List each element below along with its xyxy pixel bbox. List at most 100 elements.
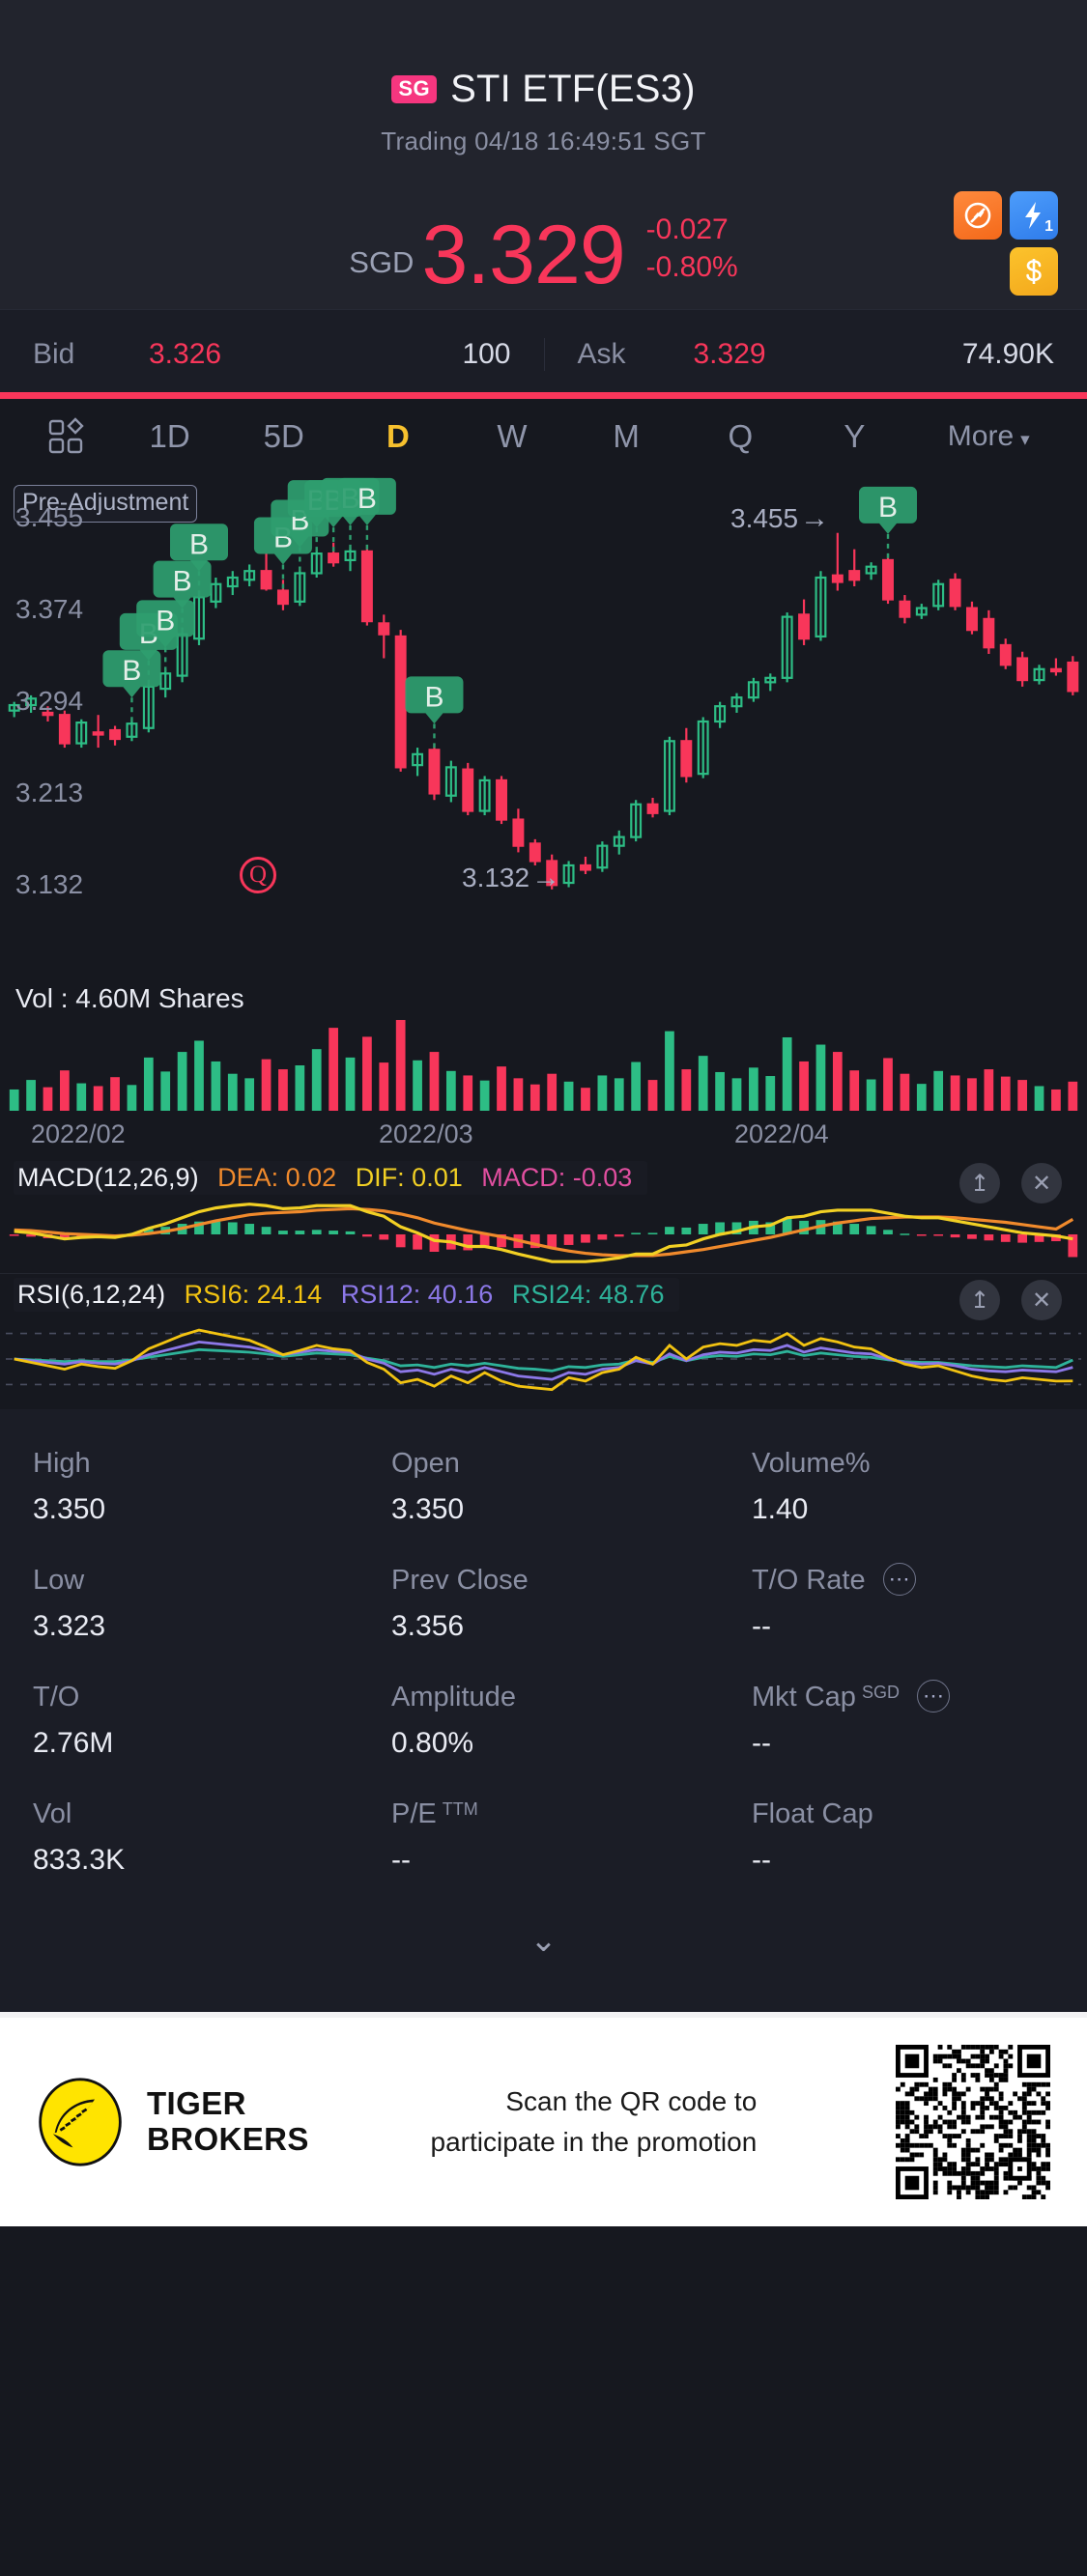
bid-cell[interactable]: Bid 3.326 100: [0, 338, 544, 371]
x-axis-labels: 2022/02 2022/03 2022/04: [0, 1111, 1087, 1157]
adjustment-badge[interactable]: Pre-Adjustment: [14, 485, 198, 523]
rsi-legend: RSI(6,12,24) RSI6: 24.14 RSI12: 40.16 RS…: [14, 1278, 680, 1312]
stats-grid: High 3.350 Open 3.350 Volume% 1.40 Low 3…: [0, 1409, 1087, 2012]
trading-status: Trading 04/18 16:49:51 SGT: [381, 127, 706, 156]
rsi-panel[interactable]: RSI(6,12,24) RSI6: 24.14 RSI12: 40.16 RS…: [0, 1274, 1087, 1409]
tab-1d[interactable]: 1D: [149, 418, 190, 454]
stat-label: Vol: [33, 1798, 72, 1829]
tab-d[interactable]: D: [386, 418, 410, 454]
quote-header: SG STI ETF(ES3) Trading 04/18 16:49:51 S…: [0, 46, 1087, 309]
ask-label: Ask: [577, 337, 626, 370]
change-absolute: -0.027: [645, 213, 729, 246]
stat-value: --: [751, 1844, 771, 1876]
stat-value: 833.3K: [33, 1844, 126, 1876]
stat-label: Open: [390, 1448, 460, 1479]
low-annotation-value: 3.132: [462, 863, 530, 892]
stats-row: Low 3.323 Prev Close 3.356 T/O Rate ⋯ --: [0, 1563, 1087, 1643]
bid-label: Bid: [33, 337, 75, 370]
rsi24-value: RSI24: 48.76: [511, 1280, 665, 1309]
stat-label: Prev Close: [390, 1565, 529, 1596]
tab-q[interactable]: Q: [728, 418, 754, 454]
macd-expand-button[interactable]: ↥: [959, 1163, 1000, 1203]
panel-divider: [0, 1273, 1087, 1274]
volume-chart[interactable]: [0, 1014, 1087, 1111]
macd-panel[interactable]: MACD(12,26,9) DEA: 0.02 DIF: 0.01 MACD: …: [0, 1157, 1087, 1273]
period-tab-bar[interactable]: 1D 5D D W M Q Y More ▾: [0, 398, 1087, 475]
stat-label: Mkt Cap SGD ⋯: [751, 1680, 1087, 1713]
macd-dif-value: DIF: 0.01: [355, 1163, 463, 1192]
arrow-right-icon: →: [800, 502, 830, 534]
rsi-canvas[interactable]: [0, 1274, 1087, 1409]
svg-text:B: B: [358, 483, 377, 515]
volume-label: Vol : 4.60M Shares: [15, 983, 244, 1013]
bid-size: 100: [462, 337, 511, 370]
stat-pe: P/E TTM --: [362, 1798, 725, 1877]
candlestick-canvas[interactable]: BBBBBBBBBBBBB: [0, 475, 1087, 977]
tab-m[interactable]: M: [613, 418, 640, 454]
bid-ask-bar[interactable]: Bid 3.326 100 Ask 3.329 74.90K: [0, 309, 1087, 399]
info-icon[interactable]: ⋯: [882, 1563, 916, 1596]
low-price-annotation: 3.132 →: [462, 862, 560, 894]
info-icon[interactable]: ⋯: [916, 1680, 950, 1713]
stats-row: T/O 2.76M Amplitude 0.80% Mkt Cap SGD ⋯ …: [0, 1680, 1087, 1760]
svg-text:B: B: [189, 528, 209, 560]
stat-amplitude: Amplitude 0.80%: [362, 1682, 725, 1760]
ask-cell[interactable]: Ask 3.329 74.90K: [543, 337, 1087, 371]
stat-turnover: T/O 2.76M: [0, 1682, 362, 1760]
symbol-title-row: SG STI ETF(ES3): [0, 46, 1087, 111]
lightning-icon[interactable]: 1: [1010, 191, 1058, 240]
x-axis-label-1: 2022/03: [379, 1118, 473, 1148]
stat-label: Low: [33, 1565, 85, 1596]
header-badges: 1: [954, 191, 1058, 296]
volume-canvas[interactable]: [0, 1014, 1087, 1111]
stat-float-cap: Float Cap --: [725, 1798, 1087, 1877]
macd-close-button[interactable]: ✕: [1021, 1163, 1062, 1203]
tab-w[interactable]: W: [497, 418, 528, 454]
lightning-count: 1: [1044, 218, 1053, 235]
rsi6-value: RSI6: 24.14: [184, 1280, 323, 1309]
ask-size: 74.90K: [961, 337, 1054, 370]
macd-canvas[interactable]: [0, 1157, 1087, 1273]
bid-price: 3.326: [149, 337, 222, 370]
no-short-icon[interactable]: [954, 191, 1002, 240]
market-flag-badge: SG: [391, 75, 438, 103]
stat-value: --: [390, 1844, 411, 1876]
more-label: More: [947, 420, 1015, 452]
more-periods-button[interactable]: More ▾: [912, 420, 1066, 453]
rsi-close-button[interactable]: ✕: [1021, 1280, 1062, 1320]
x-axis-label-2: 2022/04: [734, 1118, 829, 1148]
footer-top-strip: [0, 2012, 1087, 2018]
qr-code[interactable]: [895, 2045, 1050, 2199]
svg-text:B: B: [122, 655, 141, 687]
stat-mkt-cap: Mkt Cap SGD ⋯ --: [725, 1680, 1087, 1760]
dollar-icon[interactable]: [1010, 247, 1058, 296]
rsi12-value: RSI12: 40.16: [340, 1280, 494, 1309]
stat-value: 3.350: [33, 1493, 106, 1525]
last-price: 3.329: [421, 209, 625, 302]
stat-label: P/E TTM: [391, 1798, 725, 1830]
expand-stats-button[interactable]: ⌄: [529, 1922, 558, 1959]
y-axis-label-4: 3.132: [15, 869, 84, 899]
y-axis-label-1: 3.374: [15, 594, 84, 624]
chart-area[interactable]: BBBBBBBBBBBBB Pre-Adjustment 3.455 3.374…: [0, 475, 1087, 1409]
stat-value: 3.356: [390, 1610, 465, 1642]
brand-line-2: BROKERS: [147, 2121, 309, 2157]
rsi-controls[interactable]: ↥ ✕: [959, 1280, 1062, 1320]
tab-y[interactable]: Y: [844, 418, 866, 454]
chart-type-grid-icon[interactable]: [21, 416, 113, 457]
y-axis-label-0: 3.455: [15, 502, 84, 532]
tab-5d[interactable]: 5D: [263, 418, 304, 454]
macd-legend: MACD(12,26,9) DEA: 0.02 DIF: 0.01 MACD: …: [14, 1161, 648, 1195]
stat-label-text: Mkt Cap: [751, 1682, 856, 1713]
stat-label: Float Cap: [751, 1798, 873, 1829]
high-annotation-value: 3.455: [730, 503, 799, 533]
macd-value: MACD: -0.03: [481, 1163, 633, 1192]
stat-label: Amplitude: [390, 1682, 516, 1713]
rsi-expand-button[interactable]: ↥: [959, 1280, 1000, 1320]
candlestick-chart[interactable]: BBBBBBBBBBBBB Pre-Adjustment 3.455 3.374…: [0, 475, 1087, 977]
stat-value: 2.76M: [33, 1727, 114, 1759]
svg-text:B: B: [156, 605, 175, 637]
macd-controls[interactable]: ↥ ✕: [959, 1163, 1062, 1203]
stat-value: 3.323: [33, 1610, 106, 1642]
earnings-quarter-marker[interactable]: Q: [240, 857, 276, 893]
